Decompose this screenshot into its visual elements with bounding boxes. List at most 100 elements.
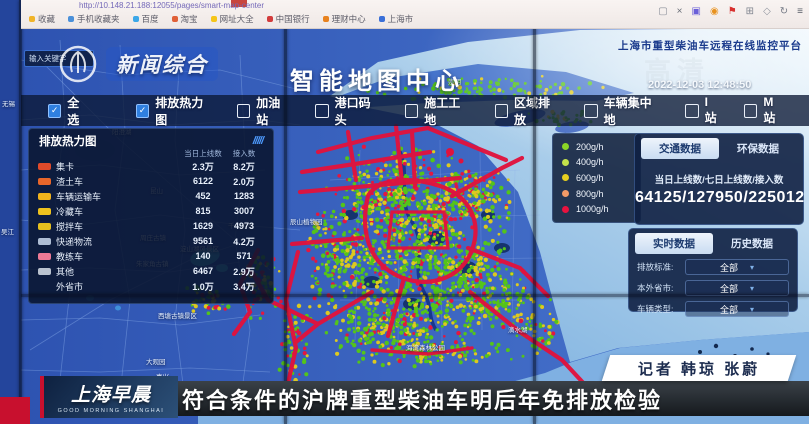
program-name-en: GOOD MORNING SHANGHAI (57, 408, 165, 414)
refresh-icon[interactable]: ↻ (779, 6, 789, 17)
today-online-value: 452 (195, 191, 211, 202)
channel-watermark: 新闻综合 (56, 42, 218, 86)
map-place-label: 大观园 (146, 359, 166, 366)
vehicle-type-label: 其他 (56, 266, 75, 277)
bookmark-item[interactable]: 理财中心 (322, 13, 366, 25)
map-layers-bar: ✓ 全选 ✓ 排放热力图 加油站 港口码头 施工工地 区域排放 车辆集中地 I站 M站 (21, 94, 809, 128)
map-place-label: 吴江 (1, 229, 14, 236)
chevron-down-icon: ▾ (750, 283, 755, 293)
filter-select[interactable]: 全部 ▾ (685, 301, 789, 317)
download-icon[interactable]: ◇ (763, 6, 771, 17)
access-count-value: 571 (236, 251, 252, 262)
table-row: 外省市 1.0万 3.4万 (29, 279, 273, 294)
restore-icon[interactable]: ▢ (658, 6, 668, 17)
today-online-value: 815 (195, 206, 211, 217)
checkbox-icon[interactable] (685, 103, 699, 118)
checkbox-icon[interactable] (494, 103, 508, 118)
bookmark-favicon (68, 16, 75, 22)
layer-toggle-5[interactable]: 施工工地 (404, 94, 470, 128)
legend-item: 1000g/h (562, 204, 640, 214)
bookmark-item[interactable]: 网址大全 (210, 13, 254, 25)
flag-icon[interactable]: ⚑ (727, 6, 737, 17)
tab-environment-data[interactable]: 环保数据 (737, 143, 779, 155)
checkbox-icon[interactable] (236, 103, 251, 118)
filter-row: 本外省市: 全部 ▾ (637, 280, 789, 296)
checkbox-icon[interactable] (584, 103, 598, 118)
legend-item: 800g/h (562, 189, 640, 199)
address-bar[interactable]: http://10.148.21.188:12055/pages/smart-m… (79, 1, 265, 10)
table-row: 车辆运输车 452 1283 (29, 189, 273, 204)
checkbox-icon[interactable] (404, 103, 419, 118)
videowall-bezel-vertical (533, 0, 536, 424)
bookmark-item[interactable]: 淘宝 (171, 13, 198, 25)
bookmark-item[interactable]: 收藏 (29, 13, 55, 25)
tab-realtime-data[interactable]: 实时数据 (635, 233, 713, 254)
bookmark-favicon (266, 16, 273, 22)
close-tab-icon[interactable]: × (676, 6, 683, 17)
tab-traffic-data[interactable]: 交通数据 (641, 138, 719, 159)
access-count-value: 3007 (233, 206, 255, 217)
videowall-bezel-vertical (19, 0, 22, 424)
access-count-value: 8.2万 (233, 161, 255, 172)
bookmark-label: 网址大全 (219, 14, 254, 24)
bookmark-favicon (210, 16, 217, 22)
program-name: 上海早晨 (70, 385, 151, 406)
reporter-credit-text: 记者 韩琼 张蔚 (637, 360, 761, 378)
filter-row: 车辆类型: 全部 ▾ (637, 301, 789, 317)
vehicle-type-label: 渣土车 (56, 176, 84, 187)
filter-select[interactable]: 全部 ▾ (685, 280, 789, 296)
bookmark-item[interactable]: 中国银行 (266, 13, 310, 25)
layer-toggle-2[interactable]: ✓ 排放热力图 (135, 94, 212, 128)
datetime-display: 2022-12-03 12:48:50 (648, 79, 752, 91)
panel-decor-slashes: ///// (252, 135, 264, 147)
lower-third-red-block (0, 397, 30, 424)
extension-icon[interactable]: ▣ (691, 6, 701, 17)
layer-label: 全选 (67, 95, 80, 127)
lake (115, 305, 121, 311)
bookmark-item[interactable]: 上海市 (378, 13, 413, 25)
access-count-value: 2.0万 (233, 176, 255, 187)
layer-toggle-7[interactable]: 车辆集中地 (584, 94, 660, 128)
bookmark-favicon (322, 16, 329, 22)
truck-icon (38, 192, 51, 200)
today-online-value: 1629 (192, 221, 214, 232)
today-online-value: 140 (195, 251, 211, 262)
emission-rate-legend: 200g/h 400g/h 600g/h 800g/h 1000g/h (552, 133, 641, 223)
legend-item: 400g/h (562, 157, 640, 167)
truck-icon (38, 252, 51, 260)
layer-label: 车辆集中地 (603, 95, 652, 127)
layer-toggle-6[interactable]: 区域排放 (494, 94, 560, 128)
layer-toggle-9[interactable]: M站 (744, 95, 784, 126)
filter-select[interactable]: 全部 ▾ (685, 259, 789, 275)
checkbox-icon[interactable] (315, 103, 329, 118)
table-row: 冷藏车 815 3007 (29, 204, 273, 219)
legend-label: 200g/h (576, 141, 604, 152)
map-place-label: 辰山植物园 (290, 219, 323, 226)
shield-icon[interactable]: ◉ (709, 6, 719, 17)
today-online-value: 2.3万 (192, 161, 214, 172)
vehicle-type-label: 搅拌车 (56, 221, 84, 232)
bookmark-label: 理财中心 (331, 14, 366, 24)
layer-toggle-8[interactable]: I站 (685, 95, 719, 126)
filter-label: 车辆类型: (637, 304, 674, 314)
layer-toggle-1[interactable]: ✓ 全选 (48, 94, 90, 128)
bookmark-item[interactable]: 百度 (132, 13, 159, 25)
red-hotspot (458, 158, 464, 164)
emission-heatmap-panel: 排放热力图 ///// 当日上线数 接入数 集卡 2.3万 8.2万 渣土车 6122 2… (28, 128, 274, 304)
tab-history-data[interactable]: 历史数据 (731, 238, 773, 250)
layer-toggle-4[interactable]: 港口码头 (315, 94, 380, 128)
checkbox-checked-icon[interactable]: ✓ (135, 103, 150, 118)
apps-grid-icon[interactable]: ⊞ (745, 6, 755, 17)
today-online-value: 1.0万 (192, 281, 214, 292)
checkbox-icon[interactable] (744, 103, 758, 118)
column-header-total: 接入数 (232, 149, 256, 158)
bookmark-item[interactable]: 手机收藏夹 (68, 13, 120, 25)
menu-icon[interactable]: ≡ (797, 6, 803, 17)
traffic-data-panel: 交通数据 环保数据 当日上线数/七日上线数/接入数 64125/127950/2… (634, 133, 804, 225)
legend-item: 200g/h (562, 142, 640, 152)
videowall-bezel-vertical (284, 0, 287, 424)
checkbox-checked-icon[interactable]: ✓ (48, 103, 62, 118)
layer-toggle-3[interactable]: 加油站 (236, 94, 290, 128)
bookmarks-bar: 收藏 手机收藏夹 百度 淘宝 网址大全 中国银行 理财中心 上海市 (29, 13, 426, 25)
channel-logo-icon (59, 45, 97, 83)
